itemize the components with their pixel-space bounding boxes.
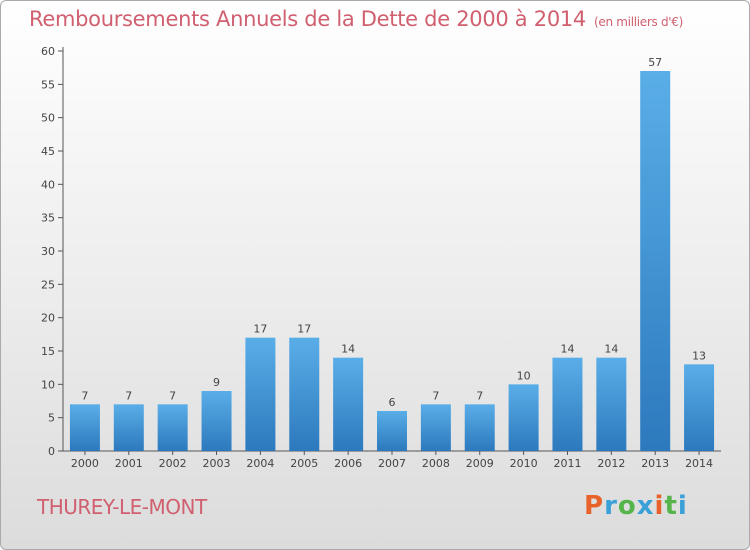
x-tick-label-2004: 2004 bbox=[246, 457, 274, 470]
value-label-2009: 7 bbox=[476, 389, 483, 402]
x-tick-label-2007: 2007 bbox=[378, 457, 406, 470]
logo-letter: i bbox=[677, 491, 688, 521]
y-tick-label: 30 bbox=[41, 245, 55, 258]
bar-2014 bbox=[684, 364, 715, 451]
logo-letter: x bbox=[636, 491, 655, 521]
bar-2009 bbox=[464, 404, 495, 451]
y-tick-label: 40 bbox=[41, 178, 55, 191]
bar-2006 bbox=[333, 357, 364, 451]
bar-2005 bbox=[289, 337, 320, 451]
x-tick-label-2002: 2002 bbox=[159, 457, 187, 470]
bar-2013 bbox=[640, 71, 671, 451]
value-label-2014: 13 bbox=[692, 349, 706, 362]
x-tick-label-2012: 2012 bbox=[597, 457, 625, 470]
logo-letter: o bbox=[617, 491, 637, 521]
y-tick-label: 25 bbox=[41, 278, 55, 291]
y-tick-label: 5 bbox=[48, 412, 55, 425]
bar-2010 bbox=[508, 384, 539, 451]
logo-letter: r bbox=[604, 491, 618, 521]
value-label-2013: 57 bbox=[648, 56, 662, 69]
value-label-2000: 7 bbox=[81, 389, 88, 402]
chart-subtitle: (en milliers d'€) bbox=[594, 15, 684, 29]
value-label-2010: 10 bbox=[517, 369, 531, 382]
value-label-2001: 7 bbox=[125, 389, 132, 402]
bar-2008 bbox=[420, 404, 451, 451]
value-label-2002: 7 bbox=[169, 389, 176, 402]
value-label-2012: 14 bbox=[604, 343, 618, 356]
bar-2003 bbox=[201, 391, 232, 451]
x-tick-label-2001: 2001 bbox=[115, 457, 143, 470]
x-tick-label-2011: 2011 bbox=[553, 457, 581, 470]
y-tick-label: 20 bbox=[41, 312, 55, 325]
chart-title: Remboursements Annuels de la Dette de 20… bbox=[29, 7, 683, 31]
x-tick-label-2005: 2005 bbox=[290, 457, 318, 470]
value-label-2006: 14 bbox=[341, 343, 355, 356]
bar-2007 bbox=[377, 411, 407, 451]
value-label-2008: 7 bbox=[432, 389, 439, 402]
x-tick-label-2014: 2014 bbox=[685, 457, 713, 470]
bar-2000 bbox=[69, 404, 100, 451]
y-tick-label: 60 bbox=[41, 45, 55, 58]
x-tick-label-2000: 2000 bbox=[71, 457, 99, 470]
x-tick-label-2009: 2009 bbox=[466, 457, 494, 470]
bar-2012 bbox=[596, 357, 627, 451]
bar-2001 bbox=[113, 404, 144, 451]
y-tick-label: 15 bbox=[41, 345, 55, 358]
y-tick-label: 50 bbox=[41, 112, 55, 125]
value-label-2004: 17 bbox=[253, 323, 267, 336]
value-label-2003: 9 bbox=[213, 376, 220, 389]
y-tick-label: 35 bbox=[41, 212, 55, 225]
x-tick-label-2010: 2010 bbox=[510, 457, 538, 470]
x-tick-label-2013: 2013 bbox=[641, 457, 669, 470]
title-text: Remboursements Annuels de la Dette de 20… bbox=[29, 7, 586, 31]
x-tick-label-2006: 2006 bbox=[334, 457, 362, 470]
value-label-2005: 17 bbox=[297, 323, 311, 336]
logo-letter: i bbox=[654, 491, 665, 521]
logo-letter: t bbox=[664, 491, 678, 521]
bar-2002 bbox=[157, 404, 188, 451]
x-tick-label-2008: 2008 bbox=[422, 457, 450, 470]
proxiti-logo: Proxiti bbox=[584, 491, 688, 521]
commune-name: THUREY-LE-MONT bbox=[37, 495, 207, 519]
y-tick-label: 0 bbox=[48, 445, 55, 458]
value-label-2011: 14 bbox=[560, 343, 574, 356]
y-tick-label: 45 bbox=[41, 145, 55, 158]
value-label-2007: 6 bbox=[389, 396, 396, 409]
bar-2004 bbox=[245, 337, 276, 451]
logo-letter: P bbox=[584, 491, 605, 521]
x-tick-label-2003: 2003 bbox=[203, 457, 231, 470]
y-tick-label: 55 bbox=[41, 78, 55, 91]
y-tick-label: 10 bbox=[41, 378, 55, 391]
bar-2011 bbox=[552, 357, 583, 451]
